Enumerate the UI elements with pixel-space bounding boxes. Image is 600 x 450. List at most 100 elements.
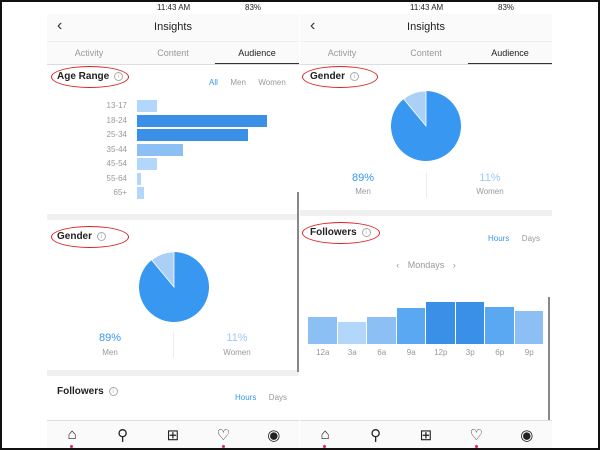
age-range-label: Age Range <box>57 71 110 82</box>
tab-audience[interactable]: Audience <box>215 42 299 64</box>
followers-label: Followers <box>57 386 104 397</box>
battery-level: 83% <box>245 3 262 12</box>
age-tick-label: 35-44 <box>106 144 127 154</box>
phone-left: 11:43 AM 83% ‹ Insights Activity Content… <box>47 2 299 448</box>
search-icon[interactable]: ⚲ <box>370 426 382 444</box>
heart-icon[interactable]: ♡ <box>469 426 484 444</box>
bottom-nav: ⌂ ⚲ ⊞ ♡ ◉ <box>300 420 552 448</box>
scrollbar[interactable] <box>548 297 550 422</box>
home-icon[interactable]: ⌂ <box>67 426 77 443</box>
status-time: 11:43 AM <box>157 3 191 12</box>
age-range-chart: 13-17 18-24 25-34 35-44 45-54 55-64 65+ <box>47 100 299 205</box>
day-selector: ‹ Mondays › <box>300 260 552 270</box>
chevron-left-icon[interactable]: ‹ <box>57 17 63 34</box>
tab-audience[interactable]: Audience <box>468 42 552 64</box>
gender-title: Gender i <box>57 231 107 242</box>
men-label: Men <box>102 348 118 357</box>
age-tick-label: 25-34 <box>106 130 127 139</box>
info-icon[interactable]: i <box>114 71 124 81</box>
filter-all[interactable]: All <box>209 78 218 87</box>
gender-label: Gender <box>310 71 346 82</box>
status-bar: 11:43 AM 83% <box>300 2 552 14</box>
home-icon[interactable]: ⌂ <box>320 426 330 443</box>
info-icon[interactable]: i <box>361 227 371 237</box>
age-bar <box>137 100 157 112</box>
toggle-hours[interactable]: Hours <box>235 393 257 402</box>
header: ‹ Insights <box>300 14 552 42</box>
heart-icon[interactable]: ♡ <box>216 426 231 444</box>
men-percent: 89% <box>98 332 122 344</box>
followers-label: Followers <box>310 227 357 238</box>
followers-tick-label: 3p <box>465 348 475 357</box>
age-bar <box>137 158 157 170</box>
divider <box>47 214 299 220</box>
men-label: Men <box>355 187 371 196</box>
status-bar: 11:43 AM 83% <box>47 2 299 14</box>
age-range-title: Age Range i <box>57 71 124 82</box>
age-bar <box>137 143 183 156</box>
profile-icon[interactable]: ◉ <box>520 426 534 444</box>
followers-tick-label: 6a <box>377 348 387 357</box>
gender-label: Gender <box>57 231 93 242</box>
gender-pie-chart <box>391 90 461 161</box>
annotation-oval <box>51 66 129 88</box>
info-icon[interactable]: i <box>350 71 360 81</box>
followers-tick-label: 9p <box>524 348 534 357</box>
age-tick-label: 45-54 <box>106 159 127 168</box>
age-bar <box>137 187 144 199</box>
followers-bar <box>426 302 455 344</box>
age-tick-label: 18-24 <box>106 115 127 125</box>
add-icon[interactable]: ⊞ <box>166 426 180 444</box>
age-bar <box>137 114 267 127</box>
notification-dot <box>323 445 326 448</box>
filter-men[interactable]: Men <box>230 78 246 87</box>
toggle-days[interactable]: Days <box>521 234 541 243</box>
info-icon[interactable]: i <box>108 386 118 396</box>
followers-bar <box>396 308 425 344</box>
tab-content[interactable]: Content <box>410 48 442 58</box>
filter-women[interactable]: Women <box>258 78 286 87</box>
toggle-hours[interactable]: Hours <box>488 234 510 243</box>
followers-title: Followers i <box>310 227 371 238</box>
tab-activity[interactable]: Activity <box>327 48 357 58</box>
profile-icon[interactable]: ◉ <box>267 426 281 444</box>
divider <box>173 332 174 358</box>
followers-bar <box>337 322 366 344</box>
add-icon[interactable]: ⊞ <box>419 426 433 444</box>
gender-pie-chart <box>139 251 209 322</box>
followers-bar <box>367 317 396 344</box>
women-percent: 11% <box>226 332 248 344</box>
women-label: Women <box>223 348 251 357</box>
age-tick-label: 55-64 <box>106 173 127 183</box>
women-percent: 11% <box>479 172 501 184</box>
page-title: Insights <box>407 21 445 33</box>
gender-title: Gender i <box>310 71 360 82</box>
age-bar <box>137 172 141 185</box>
page-title: Insights <box>154 21 192 33</box>
followers-toggles: Hours Days <box>235 387 287 405</box>
followers-bar <box>455 302 484 344</box>
followers-tick-label: 12a <box>316 348 330 357</box>
followers-tick-label: 9a <box>406 348 416 357</box>
toggle-days[interactable]: Days <box>268 393 288 402</box>
info-icon[interactable]: i <box>97 231 107 241</box>
women-label: Women <box>476 187 504 196</box>
men-percent: 89% <box>351 172 375 184</box>
scrollbar[interactable] <box>297 192 299 372</box>
age-tick-label: 65+ <box>113 188 127 197</box>
pie-slice-women <box>403 90 427 128</box>
chevron-left-icon[interactable]: ‹ <box>310 17 316 34</box>
bottom-nav: ⌂ ⚲ ⊞ ♡ ◉ <box>47 420 299 448</box>
followers-bar <box>485 307 514 344</box>
chevron-right-icon[interactable]: › <box>452 260 456 270</box>
chevron-left-icon[interactable]: ‹ <box>396 260 400 270</box>
status-time: 11:43 AM <box>410 3 444 12</box>
tab-activity[interactable]: Activity <box>74 48 104 58</box>
search-icon[interactable]: ⚲ <box>117 426 129 444</box>
followers-title: Followers i <box>57 386 118 397</box>
annotation-oval <box>302 66 378 88</box>
tab-content[interactable]: Content <box>157 48 189 58</box>
followers-bar <box>308 317 337 344</box>
followers-toggles: Hours Days <box>488 228 540 246</box>
